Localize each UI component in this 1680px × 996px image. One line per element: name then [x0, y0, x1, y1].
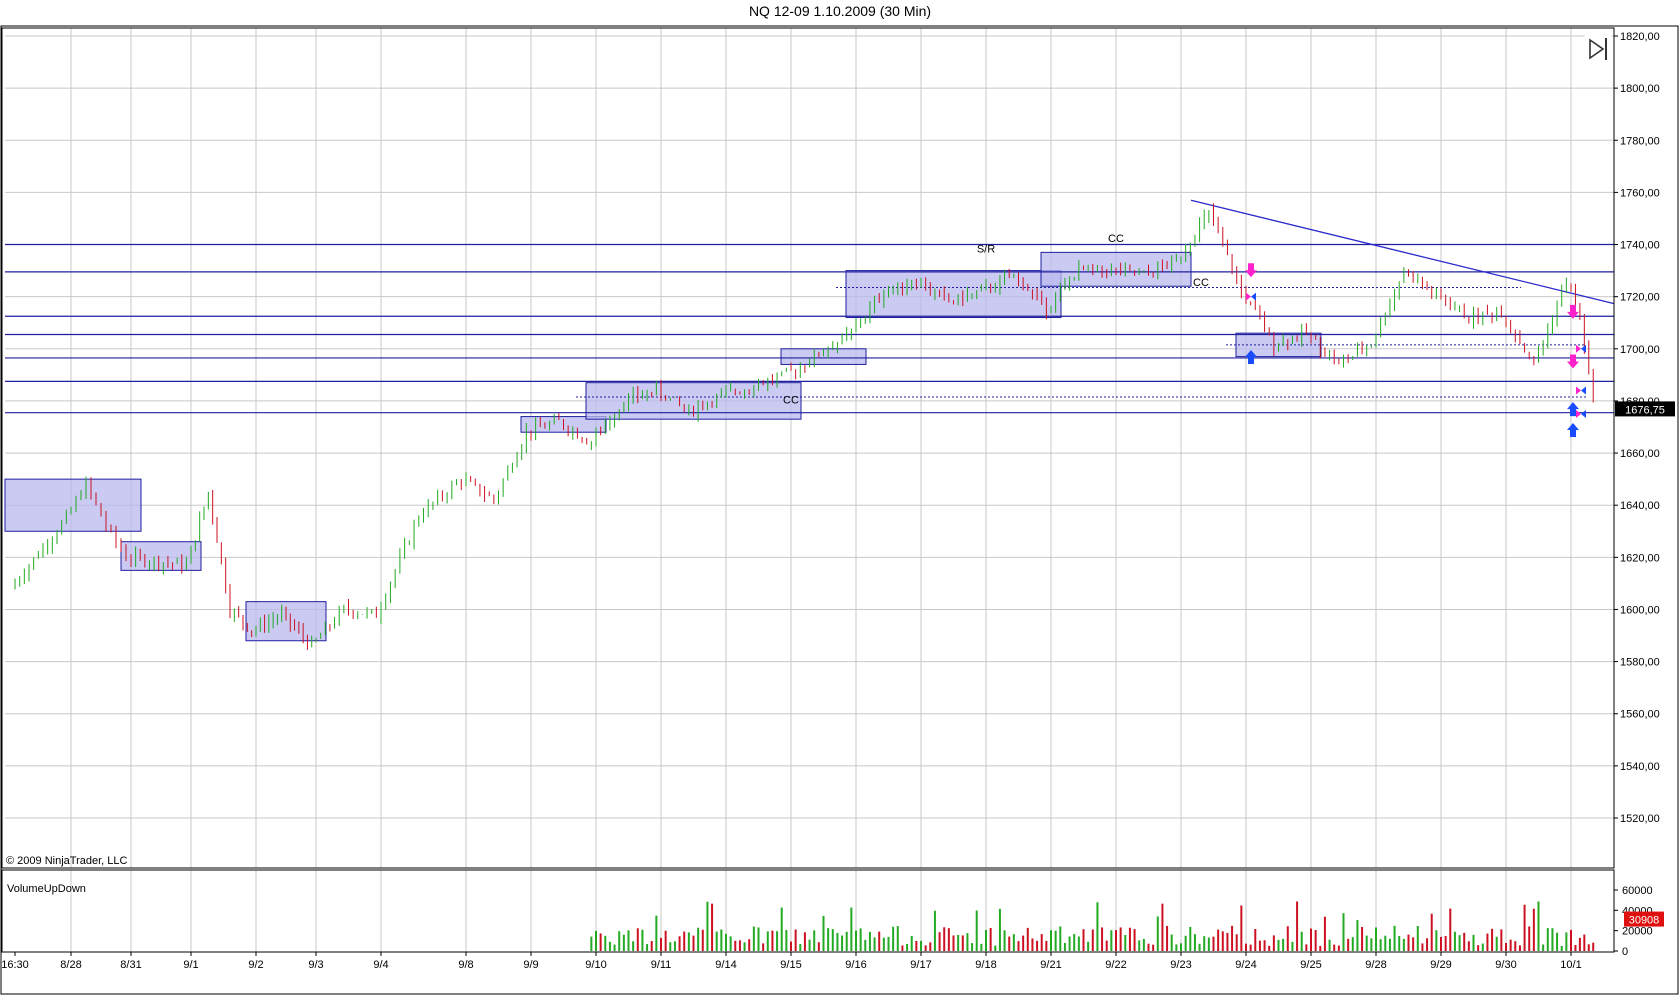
- x-tick-label: 9/9: [523, 959, 538, 971]
- signal-markers: [1245, 263, 1586, 437]
- annotation-label: CC: [1193, 277, 1209, 289]
- volume-panel-title: VolumeUpDown: [7, 883, 86, 895]
- overlay-layer: S/R CC CC CC: [4, 199, 1615, 642]
- x-tick-label: 9/17: [910, 959, 931, 971]
- y-tick-label: 1520,00: [1620, 813, 1660, 825]
- down-arrow-icon: [1567, 304, 1579, 319]
- x-tick-label: 9/29: [1430, 959, 1451, 971]
- bowtie-icon: [1581, 386, 1586, 395]
- copyright-text: © 2009 NinjaTrader, LLC: [6, 855, 127, 867]
- x-tick-label: 9/30: [1495, 959, 1516, 971]
- x-tick-label: 9/22: [1105, 959, 1126, 971]
- last-price-label: 1676,75: [1625, 404, 1665, 416]
- price-panel-frame: [1, 27, 1615, 869]
- consolidation-box: [4, 478, 142, 532]
- trendline: [1190, 199, 1615, 305]
- bowtie-icon: [1576, 344, 1581, 353]
- grid-layer: [5, 28, 1614, 952]
- x-tick-label: 9/2: [248, 959, 263, 971]
- x-tick-label: 9/25: [1300, 959, 1321, 971]
- x-tick-label: 16:30: [1, 959, 29, 971]
- vol-y-tick-label: 60000: [1622, 885, 1653, 897]
- annotation-label: CC: [1108, 233, 1124, 245]
- volume-bars: [590, 901, 1595, 951]
- x-tick-label: 9/10: [585, 959, 606, 971]
- consolidation-box: [780, 348, 867, 365]
- bowtie-icon: [1581, 344, 1586, 353]
- bowtie-icon: [1576, 386, 1581, 395]
- last-price-tag: [1615, 401, 1675, 417]
- x-tick-label: 9/28: [1365, 959, 1386, 971]
- x-tick-label: 9/4: [373, 959, 388, 971]
- x-tick-label: 9/8: [458, 959, 473, 971]
- down-arrow-icon: [1567, 354, 1579, 369]
- y-tick-label: 1580,00: [1620, 657, 1660, 669]
- last-volume-label: 30908: [1629, 915, 1660, 927]
- y-tick-label: 1720,00: [1620, 292, 1660, 304]
- price-bars: [14, 203, 1594, 650]
- bowtie-icon: [1576, 409, 1581, 418]
- x-tick-label: 10/1: [1560, 959, 1581, 971]
- last-volume-tag: [1624, 911, 1664, 927]
- x-tick-label: 9/3: [308, 959, 323, 971]
- y-tick-label: 1620,00: [1620, 552, 1660, 564]
- x-tick-label: 9/11: [651, 959, 672, 971]
- y-tick-label: 1540,00: [1620, 761, 1660, 773]
- y-tick-label: 1660,00: [1620, 448, 1660, 460]
- bowtie-icon: [1246, 292, 1251, 301]
- down-arrow-icon: [1245, 263, 1257, 278]
- x-tick-label: 8/31: [120, 959, 141, 971]
- x-tick-label: 8/28: [60, 959, 81, 971]
- axes: 1820,00 1800,00 1780,00 1760,00 1740,00 1720,…: [1, 31, 1675, 971]
- x-tick-label: 9/16: [845, 959, 866, 971]
- bowtie-icon: [1581, 409, 1586, 418]
- bowtie-icon: [1251, 292, 1256, 301]
- y-tick-label: 1640,00: [1620, 500, 1660, 512]
- up-arrow-icon: [1567, 423, 1579, 437]
- y-tick-label: 1700,00: [1620, 344, 1660, 356]
- vol-y-tick-label: 20000: [1622, 926, 1653, 938]
- y-tick-label: 1800,00: [1620, 83, 1660, 95]
- x-tick-label: 9/15: [780, 959, 801, 971]
- x-tick-label: 9/24: [1235, 959, 1256, 971]
- y-tick-label: 1760,00: [1620, 187, 1660, 199]
- y-tick-label: 1600,00: [1620, 604, 1660, 616]
- volume-panel-frame: [1, 869, 1615, 953]
- x-tick-label: 9/21: [1040, 959, 1061, 971]
- consolidation-box: [120, 541, 202, 571]
- x-tick-label: 9/1: [183, 959, 198, 971]
- play-end-icon[interactable]: [1584, 35, 1612, 63]
- y-tick-label: 1780,00: [1620, 135, 1660, 147]
- panel-frames: [0, 25, 1679, 995]
- window-frame: [0, 25, 1679, 995]
- up-arrow-icon: [1245, 350, 1257, 365]
- x-tick-label: 9/18: [975, 959, 996, 971]
- chart-title: NQ 12-09 1.10.2009 (30 Min): [748, 3, 932, 19]
- annotation-label: CC: [783, 395, 799, 407]
- y-tick-label: 1820,00: [1620, 31, 1660, 43]
- vol-y-tick-label: 0: [1622, 946, 1628, 958]
- y-tick-label: 1560,00: [1620, 709, 1660, 721]
- x-tick-label: 9/23: [1170, 959, 1191, 971]
- annotation-label: S/R: [977, 243, 995, 255]
- consolidation-box: [845, 270, 1062, 319]
- x-tick-label: 9/14: [715, 959, 736, 971]
- y-tick-label: 1740,00: [1620, 240, 1660, 252]
